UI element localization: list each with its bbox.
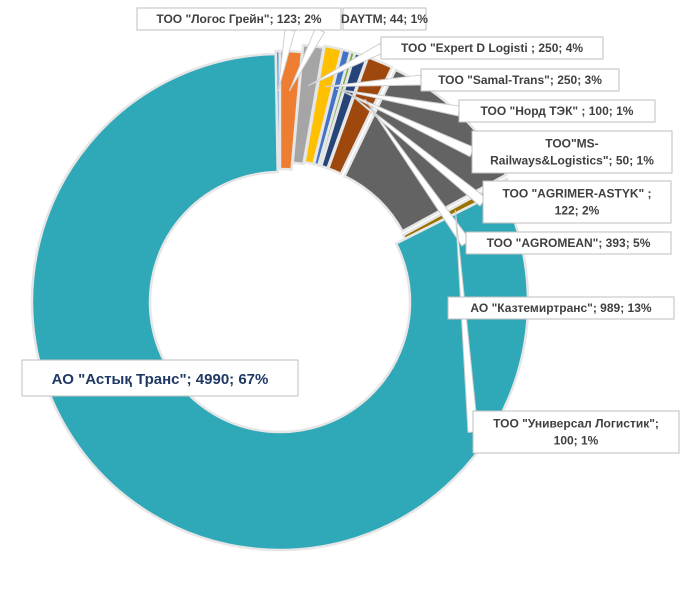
data-label-text-9-0: ТОО "Универсал Логистик";: [493, 417, 659, 431]
data-label-text-8-0: АО "Казтемиртранс"; 989; 13%: [470, 301, 651, 315]
data-label-text-6-0: ТОО "AGRIMER-ASTYK" ;: [502, 187, 651, 201]
data-label-box-0: [136, 7, 342, 31]
labels-group: ТОО "Логос Грейн"; 123; 2% DAYTM; 44; 1% Т…: [21, 7, 680, 454]
data-label-text-7-0: ТОО "AGROMEAN"; 393; 5%: [487, 236, 651, 250]
slice-7: [326, 55, 394, 176]
data-label-text-6-1: 122; 2%: [555, 204, 600, 218]
slice-10: [30, 52, 530, 552]
data-label-box-8: [447, 296, 675, 320]
data-label-6: ТОО "AGRIMER-ASTYK" ; 122; 2%: [482, 180, 672, 224]
leader-lines-group: [277, 27, 487, 433]
data-label-text-4-0: ТОО "Норд ТЭК" ; 100; 1%: [481, 104, 634, 118]
data-label-box-1: [342, 7, 427, 31]
data-label-7: ТОО "AGROMEAN"; 393; 5%: [465, 231, 672, 255]
data-label-box-5: [471, 130, 673, 174]
data-label-9: ТОО "Универсал Логистик"; 100; 1%: [472, 410, 680, 454]
data-label-box-3: [420, 68, 620, 92]
data-label-box-7: [465, 231, 672, 255]
data-label-box-6: [482, 180, 672, 224]
data-label-text-5-1: Railways&Logistics"; 50; 1%: [490, 154, 654, 168]
data-label-text-9-1: 100; 1%: [554, 434, 599, 448]
data-label-text-3-0: ТОО "Samal-Trans"; 250; 3%: [438, 73, 602, 87]
data-label-box-4: [458, 99, 656, 123]
data-label-4: ТОО "Норд ТЭК" ; 100; 1%: [458, 99, 656, 123]
data-label-1: DAYTM; 44; 1%: [341, 7, 428, 31]
data-label-2: ТОО "Expert D Logisti ; 250; 4%: [380, 36, 604, 60]
data-label-box-10: [21, 359, 299, 397]
data-label-3: ТОО "Samal-Trans"; 250; 3%: [420, 68, 620, 92]
data-label-5: ТОО"MS- Railways&Logistics"; 50; 1%: [471, 130, 673, 174]
data-label-box-2: [380, 36, 604, 60]
data-label-text-0-0: ТОО "Логос Грейн"; 123; 2%: [156, 12, 322, 26]
data-label-text-2-0: ТОО "Expert D Logisti ; 250; 4%: [401, 41, 583, 55]
data-label-text-1-0: DAYTM; 44; 1%: [341, 12, 428, 26]
data-label-text-10-0: АО "Астық Транс"; 4990; 67%: [52, 371, 269, 388]
data-label-box-9: [472, 410, 680, 454]
data-label-8: АО "Казтемиртранс"; 989; 13%: [447, 296, 675, 320]
data-label-10: АО "Астық Транс"; 4990; 67%: [21, 359, 299, 397]
slices-group: [30, 43, 530, 552]
data-label-text-5-0: ТОО"MS-: [545, 137, 598, 151]
data-label-0: ТОО "Логос Грейн"; 123; 2%: [136, 7, 342, 31]
